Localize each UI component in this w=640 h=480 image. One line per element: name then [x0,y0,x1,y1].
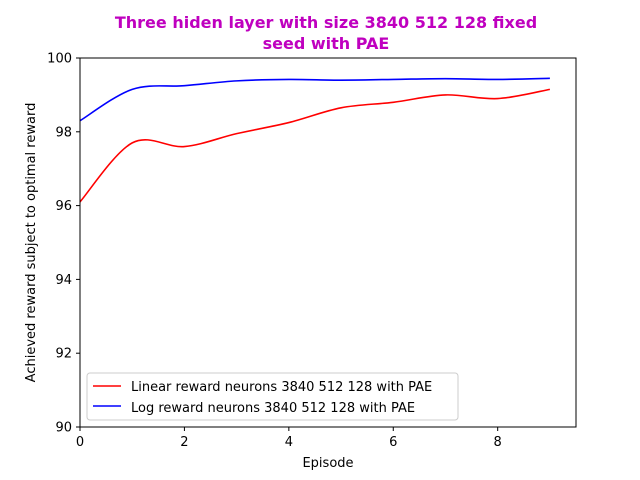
y-tick-label: 98 [55,125,72,140]
y-tick-label: 94 [55,273,72,288]
y-axis-label: Achieved reward subject to optimal rewar… [24,103,39,383]
series-line-log [79,77,550,122]
legend-label-log: Log reward neurons 3840 512 128 with PAE [131,401,415,416]
x-tick-label: 4 [285,435,293,450]
y-tick-label: 100 [47,52,72,67]
chart-title-line-2: seed with PAE [263,34,390,53]
x-tick-label: 6 [389,435,397,450]
plot-area [79,77,551,203]
series-line-linear [79,88,551,203]
x-tick-label: 2 [180,435,188,450]
y-tick-label: 96 [55,199,72,214]
legend-label-linear: Linear reward neurons 3840 512 128 with … [131,380,432,395]
x-axis-label: Episode [302,456,353,471]
plot-frame [79,57,577,428]
y-tick-label: 92 [55,347,72,362]
y-tick-label: 90 [55,421,72,436]
legend-box [86,372,459,421]
axis-ticks: 0 2 4 6 8 90 92 94 96 98 100 [47,52,502,451]
x-tick-label: 8 [494,435,502,450]
x-tick-label: 0 [76,435,84,450]
chart-title-line-1: Three hiden layer with size 3840 512 128… [115,13,537,32]
legend: Linear reward neurons 3840 512 128 with … [86,372,459,421]
